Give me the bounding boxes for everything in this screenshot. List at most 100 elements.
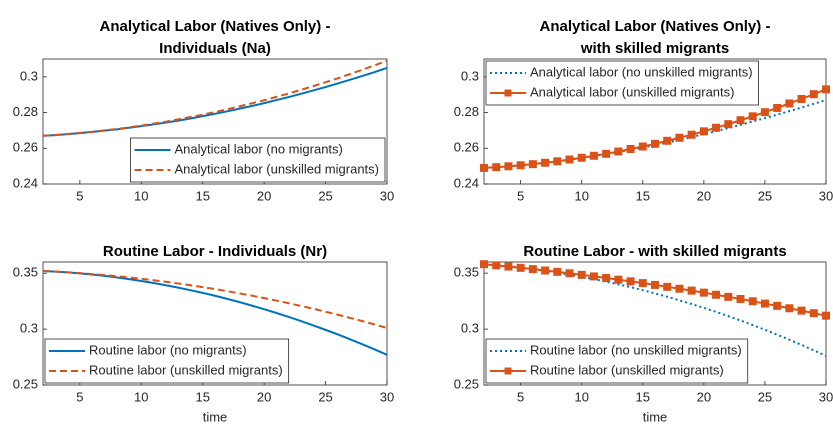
- marker: [492, 261, 501, 270]
- marker: [614, 275, 623, 284]
- legend-label: Routine labor (unskilled migrants): [89, 362, 283, 377]
- marker: [553, 157, 562, 166]
- marker: [760, 108, 769, 117]
- marker: [663, 282, 672, 291]
- series-line: [42, 59, 388, 137]
- marker: [577, 153, 586, 162]
- x-tick-label: 10: [574, 389, 588, 404]
- x-tick-label: 25: [758, 188, 772, 203]
- legend-marker: [504, 367, 512, 375]
- subplot: Analytical Labor (Natives Only) - Individ…: [13, 18, 395, 203]
- chart-title: Routine Labor - with skilled migrants: [523, 243, 786, 260]
- chart-title: Analytical Labor (Natives Only) -: [100, 18, 331, 35]
- marker: [748, 112, 757, 121]
- y-tick-label: 0.3: [461, 321, 479, 336]
- legend: Analytical labor (no unskilled migrants)…: [485, 60, 759, 106]
- legend-label: Analytical labor (no migrants): [175, 141, 343, 156]
- x-tick-label: 30: [380, 389, 394, 404]
- marker: [626, 145, 635, 153]
- marker: [602, 273, 611, 282]
- marker: [528, 160, 537, 169]
- legend-label: Routine labor (no migrants): [89, 342, 247, 357]
- marker: [748, 297, 757, 306]
- marker: [773, 301, 782, 310]
- x-tick-label: 30: [380, 188, 394, 203]
- marker: [651, 280, 659, 289]
- x-tick-label: 10: [134, 389, 148, 404]
- x-tick-label: 25: [758, 389, 772, 404]
- marker: [675, 284, 684, 293]
- x-tick-label: 15: [195, 389, 209, 404]
- marker: [724, 292, 733, 301]
- legend-entry: Analytical labor (unskilled migrants): [490, 84, 734, 99]
- x-tick-label: 25: [318, 188, 332, 203]
- y-tick-label: 0.28: [454, 104, 479, 119]
- y-tick-label: 0.26: [13, 140, 38, 155]
- marker: [724, 120, 733, 129]
- marker: [565, 269, 574, 278]
- legend-label: Routine labor (unskilled migrants): [530, 362, 724, 377]
- marker: [797, 95, 806, 103]
- x-tick-label: 30: [819, 389, 833, 404]
- x-tick-label: 20: [257, 389, 271, 404]
- marker: [626, 277, 635, 286]
- subplot: Analytical Labor (Natives Only) - with sk…: [454, 18, 833, 203]
- marker: [736, 295, 745, 304]
- marker: [480, 260, 488, 269]
- marker: [541, 158, 550, 167]
- legend: Routine labor (no unskilled migrants) Rou…: [485, 338, 749, 384]
- legend-label: Analytical labor (no unskilled migrants): [530, 64, 753, 79]
- legend-box: [130, 137, 386, 183]
- legend-box: [485, 338, 749, 384]
- legend-entry: Routine labor (no unskilled migrants): [490, 342, 742, 357]
- legend-label: Routine labor (no unskilled migrants): [530, 342, 742, 357]
- marker: [699, 288, 708, 297]
- legend: Analytical labor (no migrants) Analytical…: [130, 137, 386, 183]
- marker: [760, 299, 769, 308]
- subplot: Routine Labor - Individuals (Nr) 5 10 15 20 2…: [13, 243, 395, 424]
- legend-label: Analytical labor (unskilled migrants): [175, 161, 379, 176]
- y-tick-label: 0.3: [461, 68, 479, 83]
- x-tick-label: 20: [697, 188, 711, 203]
- marker: [565, 155, 574, 164]
- x-tick-label: 5: [76, 188, 83, 203]
- marker: [663, 136, 672, 145]
- x-tick-label: 15: [195, 188, 209, 203]
- marker: [687, 286, 696, 295]
- marker: [736, 116, 745, 125]
- x-tick-label: 5: [517, 188, 524, 203]
- marker: [516, 161, 525, 170]
- y-tick-label: 0.28: [13, 104, 38, 119]
- marker: [504, 262, 513, 271]
- y-tick-label: 0.24: [454, 175, 479, 190]
- x-axis-label: time: [203, 409, 228, 424]
- marker: [589, 151, 598, 160]
- y-tick-label: 0.25: [454, 376, 479, 391]
- series-line: [42, 269, 388, 329]
- legend: Routine labor (no migrants) Routine labor…: [44, 338, 290, 384]
- x-tick-label: 5: [517, 389, 524, 404]
- legend-box: [44, 338, 290, 384]
- y-tick-label: 0.3: [20, 321, 38, 336]
- marker: [712, 290, 721, 299]
- marker: [651, 139, 659, 148]
- x-axis-label: time: [643, 409, 668, 424]
- x-tick-label: 15: [636, 188, 650, 203]
- marker: [577, 270, 586, 279]
- legend-entry: Routine labor (unskilled migrants): [49, 362, 283, 377]
- marker: [675, 133, 684, 142]
- legend-entry: Analytical labor (unskilled migrants): [134, 161, 379, 176]
- x-tick-label: 10: [134, 188, 148, 203]
- marker: [614, 147, 623, 156]
- marker: [822, 85, 830, 94]
- series-line: [483, 99, 827, 169]
- marker: [492, 163, 501, 172]
- subplot: Routine Labor - with skilled migrants 5 10…: [454, 243, 833, 424]
- marker: [638, 279, 647, 288]
- marker: [687, 130, 696, 139]
- x-tick-label: 20: [257, 188, 271, 203]
- marker: [773, 103, 782, 112]
- marker: [589, 272, 598, 281]
- marker: [553, 267, 562, 276]
